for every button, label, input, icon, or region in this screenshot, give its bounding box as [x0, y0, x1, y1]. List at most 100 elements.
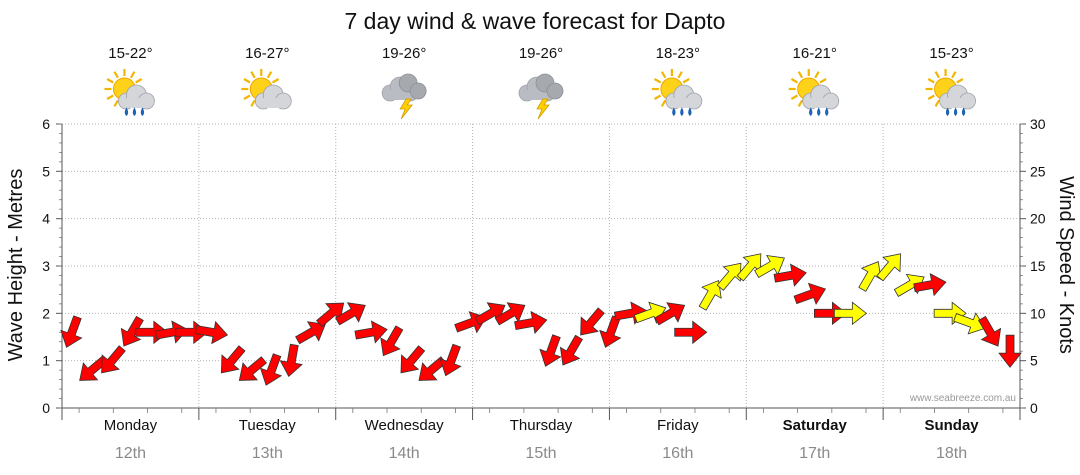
date-label: 15th: [525, 445, 556, 462]
sun-ray: [653, 78, 662, 84]
left-tick-label: 3: [42, 258, 50, 274]
wind-arrow-shape: [858, 261, 882, 292]
temperature-range: 15-22°: [108, 45, 152, 62]
wind-arrow: [876, 253, 901, 282]
wind-arrow: [813, 301, 848, 326]
temperature-range: 16-21°: [793, 45, 837, 62]
day-label: Friday: [657, 417, 699, 434]
wind-arrow-shape: [580, 307, 605, 336]
wind-arrow: [439, 343, 462, 377]
wind-arrow: [259, 353, 283, 386]
day-label: Sunday: [924, 417, 979, 434]
cloud-base: [259, 98, 286, 108]
wind-arrow: [953, 312, 986, 335]
wind-arrow: [580, 307, 605, 336]
date-label: 12th: [115, 445, 146, 462]
right-tick-label: 30: [1030, 116, 1046, 132]
sun-ray: [266, 71, 273, 79]
sun-ray: [271, 78, 280, 84]
wind-arrow: [238, 356, 267, 381]
wind-arrow-shape: [998, 334, 1022, 368]
cloud-base: [386, 90, 413, 100]
wind-arrow: [120, 315, 144, 347]
wind-arrow-shape: [259, 353, 283, 386]
wind-arrow-shape: [279, 343, 303, 378]
date-label: 18th: [936, 445, 967, 462]
rain-drop: [140, 107, 145, 116]
sun-ray: [660, 99, 667, 107]
wind-arrow-shape: [539, 334, 562, 367]
sun-ray: [250, 71, 256, 79]
day-label: Wednesday: [365, 417, 444, 434]
wind-arrow-shape: [439, 343, 462, 377]
sun-ray: [243, 78, 251, 84]
wind-arrow: [858, 261, 882, 292]
temperature-range: 15-23°: [929, 45, 973, 62]
rain-drop: [680, 107, 684, 116]
temperature-range: 19-26°: [382, 45, 426, 62]
sun-ray: [106, 78, 114, 84]
wind-arrow-shape: [716, 262, 742, 291]
cloud-base: [523, 90, 549, 100]
date-label: 16th: [662, 445, 693, 462]
wind-arrow-shape: [334, 302, 366, 326]
wind-arrow-shape: [698, 279, 722, 311]
chart-title: 7 day wind & wave forecast for Dapto: [345, 8, 726, 34]
sun-ray: [653, 94, 662, 100]
wind-arrow-shape: [238, 356, 267, 381]
sun-ray: [934, 71, 941, 79]
left-tick-label: 6: [42, 116, 50, 132]
right-tick-label: 0: [1030, 400, 1038, 416]
wind-arrow: [194, 320, 229, 345]
lightning-bolt: [536, 98, 550, 120]
left-tick-label: 2: [42, 305, 50, 321]
rain-drop: [961, 107, 966, 116]
day-label: Tuesday: [239, 417, 296, 434]
temperature-range: 18-23°: [656, 45, 700, 62]
wind-arrow-shape: [120, 315, 144, 347]
rain-drop: [825, 107, 829, 116]
wind-arrow-shape: [194, 320, 229, 345]
wind-arrow-shape: [559, 334, 583, 366]
wind-arrow-shape: [674, 320, 708, 345]
sun-ray: [113, 99, 119, 107]
left-tick-label: 4: [42, 211, 50, 227]
sun-ray: [951, 71, 957, 79]
thunderstorm-icon: [518, 73, 564, 120]
sun-ray: [934, 99, 941, 107]
wind-arrow-shape: [953, 312, 986, 335]
sun-ray: [660, 71, 667, 79]
left-tick-label: 1: [42, 353, 50, 369]
sun-ray: [682, 78, 690, 84]
right-axis-label: Wind Speed - Knots: [1055, 176, 1077, 354]
wind-arrow: [154, 320, 189, 344]
cloud-puff: [409, 82, 427, 100]
sun-ray: [790, 78, 799, 84]
days-layer: Monday 12th 15-22° Tuesday 13th 16-27° Wednesd…: [104, 45, 980, 462]
wind-arrow-shape: [913, 273, 947, 297]
sun-ray: [797, 99, 804, 107]
sun-ray: [243, 94, 251, 100]
sun-ray: [677, 71, 683, 79]
wind-arrow-shape: [60, 315, 83, 348]
wind-arrow: [998, 334, 1022, 368]
cloud-base: [943, 98, 970, 108]
left-tick-label: 0: [42, 400, 50, 416]
wind-arrow-shape: [400, 345, 426, 374]
wind-arrow-shape: [454, 311, 487, 334]
wind-arrow-shape: [101, 345, 126, 374]
wind-arrow-shape: [978, 315, 1002, 347]
sun-ray: [819, 78, 827, 84]
axis-layer: 0 1 2 3 4 5 6 0 5 10 15 20 25 30: [42, 116, 1046, 420]
wind-arrow-shape: [514, 310, 548, 335]
wind-arrow: [380, 325, 404, 357]
wind-arrow: [978, 315, 1002, 347]
wind-arrow-shape: [654, 302, 686, 326]
wind-arrow: [101, 345, 126, 374]
sun-cloud-rain-icon: [788, 69, 840, 116]
wind-arrow: [454, 311, 487, 334]
wind-arrow-shape: [380, 325, 404, 357]
right-tick-label: 5: [1030, 353, 1038, 369]
rain-drop: [953, 107, 958, 116]
